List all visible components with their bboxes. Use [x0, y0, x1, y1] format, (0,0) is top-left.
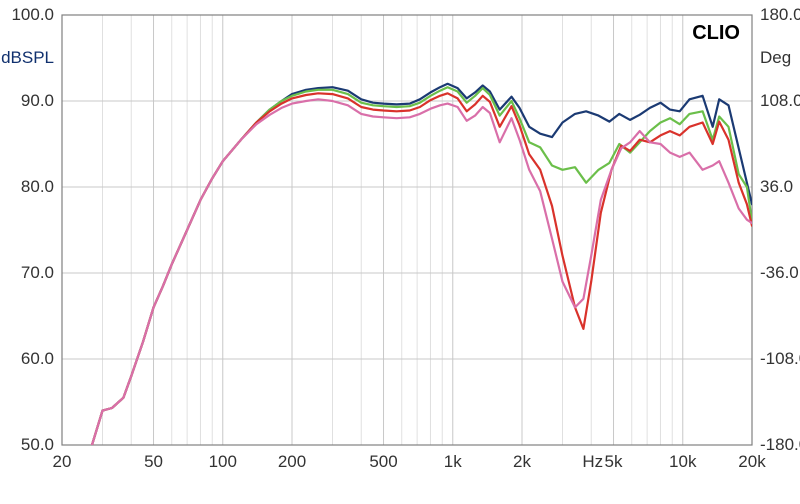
y-right-tick-label: 36.0 — [760, 177, 793, 196]
y-left-tick-label: 80.0 — [21, 177, 54, 196]
y-right-tick-label: 180.0 — [760, 5, 800, 24]
y-right-tick-label: -108.0 — [760, 349, 800, 368]
y-left-tick-label: 90.0 — [21, 91, 54, 110]
x-tick-label: 20 — [53, 452, 72, 471]
frequency-response-chart: 20 50 100 200 500 1k 2k 5k 10k 20k Hz 50.0 60.0 70.0 8… — [0, 0, 800, 504]
x-tick-label: 500 — [369, 452, 397, 471]
y-right-tick-label: -180.0 — [760, 435, 800, 454]
y-left-axis-label: dBSPL — [1, 48, 54, 67]
y-right-axis-label: Deg — [760, 48, 791, 67]
y-right-tick-label: -36.0 — [760, 263, 799, 282]
brand-label: CLIO — [692, 22, 740, 44]
y-left-tick-label: 60.0 — [21, 349, 54, 368]
x-tick-label: 1k — [444, 452, 462, 471]
x-tick-label: 5k — [605, 452, 623, 471]
x-tick-label: 2k — [513, 452, 531, 471]
y-left-tick-label: 70.0 — [21, 263, 54, 282]
x-tick-label: 10k — [669, 452, 697, 471]
x-tick-label: 20k — [738, 452, 766, 471]
y-right-tick-label: 108.0 — [760, 91, 800, 110]
y-left-tick-label: 100.0 — [11, 5, 54, 24]
x-tick-label: 50 — [144, 452, 163, 471]
y-left-tick-label: 50.0 — [21, 435, 54, 454]
x-tick-label: 100 — [209, 452, 237, 471]
x-tick-label: 200 — [278, 452, 306, 471]
x-unit-label: Hz — [582, 452, 603, 471]
